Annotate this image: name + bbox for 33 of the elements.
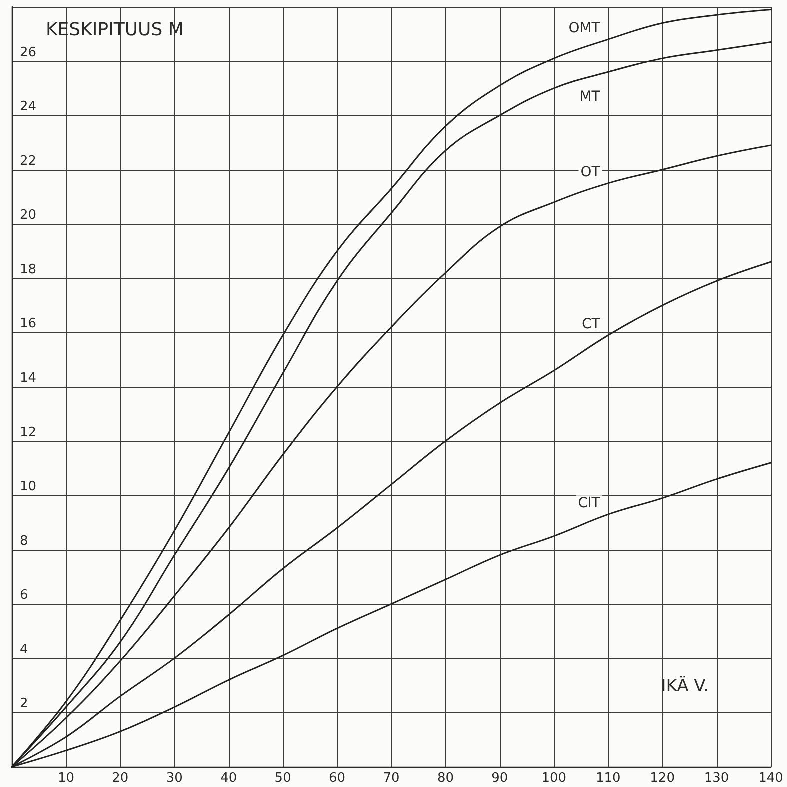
x-tick-label: 130 xyxy=(704,771,730,786)
y-tick-label: 22 xyxy=(20,154,37,169)
x-tick-label: 90 xyxy=(492,771,508,786)
x-tick-label: 10 xyxy=(58,771,74,786)
y-tick-label: 18 xyxy=(20,262,37,278)
y-tick-label: 2 xyxy=(20,696,28,712)
series-label: CT xyxy=(582,316,601,332)
x-tick-label: 30 xyxy=(166,771,183,786)
y-tick-label: 4 xyxy=(20,642,28,658)
y-tick-label: 16 xyxy=(20,316,37,332)
y-tick-label: 10 xyxy=(20,480,37,495)
series-label: OT xyxy=(580,164,601,180)
y-tick-label: 8 xyxy=(20,534,28,549)
y-tick-label: 14 xyxy=(20,371,37,386)
x-tick-label: 50 xyxy=(274,771,292,786)
x-tick-label: 110 xyxy=(596,771,621,786)
x-tick-label: 60 xyxy=(329,771,346,786)
y-tick-label: 24 xyxy=(20,100,37,115)
x-tick-label: 70 xyxy=(383,771,400,786)
y-tick-label: 20 xyxy=(20,208,37,224)
x-tick-label: 120 xyxy=(650,771,675,786)
y-tick-label: 26 xyxy=(20,45,37,60)
series-label: ClT xyxy=(578,496,601,512)
x-tick-label: 40 xyxy=(220,771,238,786)
x-axis-title: IKÄ V. xyxy=(661,676,710,696)
series-label: MT xyxy=(580,89,601,106)
y-tick-label: 12 xyxy=(20,425,37,440)
x-tick-label: 140 xyxy=(758,771,784,786)
x-tick-label: 20 xyxy=(112,771,129,786)
y-tick-label: 6 xyxy=(20,588,28,604)
series-label: OMT xyxy=(568,20,601,37)
x-tick-label: 100 xyxy=(542,771,567,786)
x-tick-label: 80 xyxy=(437,771,454,786)
